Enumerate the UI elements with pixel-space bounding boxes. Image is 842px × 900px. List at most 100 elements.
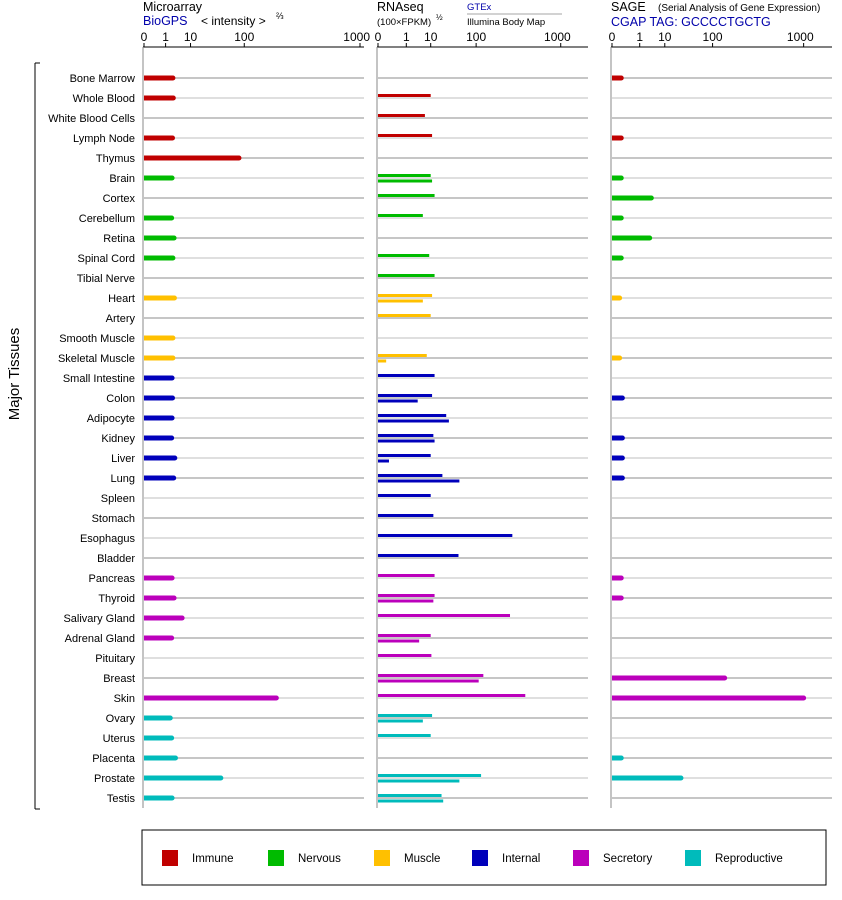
microarray-bar [144, 395, 173, 401]
microarray-scale-label: < intensity > [201, 14, 266, 28]
sage-bar-cap [619, 475, 625, 481]
rnaseq-ibm-bar [378, 439, 435, 443]
rnaseq-gtex-bar [378, 614, 511, 617]
microarray-bar-cap [169, 435, 175, 441]
rnaseq-subtitle: (100×FPKM) [377, 17, 431, 28]
microarray-bar [144, 215, 172, 221]
tissue-label: Adipocyte [87, 413, 135, 425]
microarray-bar-cap [169, 175, 175, 181]
legend-swatch [162, 850, 178, 866]
tissue-label: Lung [111, 473, 135, 485]
microarray-bar [144, 95, 174, 101]
rnaseq-gtex-bar [378, 174, 431, 177]
microarray-bar [144, 415, 173, 421]
sage-bar [612, 775, 681, 781]
sage-bar-cap [678, 775, 684, 781]
tissue-label: Bladder [97, 553, 135, 565]
microarray-bar [144, 595, 175, 601]
rnaseq-ibm-bar [378, 399, 418, 403]
rnaseq-scale-exponent: ½ [436, 13, 443, 22]
rnaseq-gtex-bar [378, 354, 427, 357]
rnaseq-ibm-bar [378, 359, 387, 363]
tissue-label: Small Intestine [63, 373, 135, 385]
rnaseq-gtex-bar [378, 434, 434, 437]
rnaseq-tick-label: 1000 [544, 30, 571, 44]
tissue-label: Skin [114, 693, 135, 705]
sage-bar [612, 475, 623, 481]
sage-bar-cap [618, 595, 624, 601]
legend-label: Nervous [298, 853, 341, 865]
tissue-label: Bone Marrow [70, 73, 135, 85]
sage-bar [612, 455, 623, 461]
microarray-bar [144, 455, 175, 461]
rnaseq-tick-label: 10 [424, 30, 438, 44]
rnaseq-ibm-bar [378, 599, 434, 603]
microarray-bar [144, 155, 239, 161]
legend-box [141, 829, 827, 886]
sage-bar-cap [619, 435, 625, 441]
tissue-label: Thymus [96, 153, 136, 165]
sage-tick-label: 100 [703, 30, 723, 44]
rnaseq-tick-label: 100 [466, 30, 486, 44]
tissue-label: Pituitary [95, 653, 135, 665]
microarray-subtitle: BioGPS [143, 14, 187, 28]
microarray-bar-cap [170, 255, 176, 261]
legend-label: Immune [192, 853, 234, 865]
legend-label: Muscle [404, 853, 440, 865]
sage-bar [612, 235, 650, 241]
rnaseq-gtex-bar [378, 554, 459, 557]
legend-label: Internal [502, 853, 540, 865]
microarray-bar [144, 575, 173, 581]
rnaseq-gtex-bar [378, 394, 433, 397]
rnaseq-gtex-bar [378, 774, 482, 777]
tissue-label: Stomach [92, 513, 135, 525]
microarray-bar-cap [169, 415, 175, 421]
sage-bar-cap [619, 455, 625, 461]
rnaseq-gtex-bar [378, 694, 526, 697]
rnaseq-ibm-bar [378, 179, 433, 183]
tissue-label: Brain [109, 173, 135, 185]
sage-bar-cap [618, 755, 624, 761]
rnaseq-ibm-bar [378, 719, 423, 723]
microarray-bar [144, 335, 173, 341]
microarray-bar-cap [171, 475, 177, 481]
rnaseq-tick-label: 0 [375, 30, 382, 44]
legend-swatch [268, 850, 284, 866]
rnaseq-gtex-bar [378, 474, 443, 477]
rnaseq-gtex-bar [378, 514, 434, 517]
y-axis-title: Major Tissues [6, 328, 23, 421]
rnaseq-ibm-bar [378, 419, 449, 423]
microarray-bar [144, 75, 173, 81]
microarray-bar-cap [171, 235, 177, 241]
rnaseq-ibm-bar [378, 299, 423, 303]
rnaseq-gtex-bar [378, 414, 447, 417]
tissue-label: Whole Blood [73, 93, 135, 105]
sage-bar-cap [619, 395, 625, 401]
microarray-bar [144, 255, 173, 261]
tissue-label: Salivary Gland [63, 613, 135, 625]
microarray-bar [144, 775, 221, 781]
rnaseq-ibm-bar [378, 799, 444, 803]
sage-bar [612, 295, 620, 301]
tissue-label: Breast [103, 673, 135, 685]
tissue-label: Esophagus [80, 533, 136, 545]
microarray-bar [144, 475, 174, 481]
rnaseq-ibm-bar [378, 779, 460, 783]
microarray-bar-cap [172, 455, 178, 461]
sage-tick-label: 10 [658, 30, 672, 44]
sage-bar-cap [618, 215, 624, 221]
tissue-label: Cerebellum [79, 213, 135, 225]
tissue-label: Kidney [101, 433, 135, 445]
tissue-label: Cortex [103, 193, 136, 205]
microarray-bar-cap [169, 795, 175, 801]
microarray-tick-label: 100 [234, 30, 254, 44]
sage-bar [612, 435, 623, 441]
rnaseq-gtex-bar [378, 454, 431, 457]
legend-swatch [685, 850, 701, 866]
microarray-tick-label: 1000 [343, 30, 370, 44]
tissue-label: Adrenal Gland [65, 633, 135, 645]
sage-subtitle: CGAP TAG: GCCCCTGCTG [611, 15, 771, 29]
sage-bar [612, 175, 622, 181]
rnaseq-source-ibm: Illumina Body Map [467, 17, 545, 28]
